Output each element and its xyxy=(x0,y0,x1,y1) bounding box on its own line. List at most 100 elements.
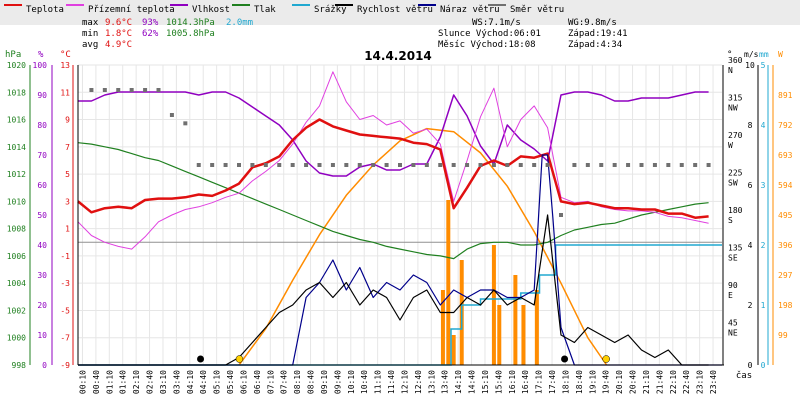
axis-percent-tick: 70 xyxy=(37,151,47,160)
x-tick-label: 00:40 xyxy=(92,370,101,394)
x-tick-label: 17:10 xyxy=(535,370,544,394)
wind-dir-point xyxy=(652,163,657,167)
axis-w-label: W xyxy=(778,50,783,59)
axis-mm-tick: 4 xyxy=(761,121,766,130)
axis-percent-tick: 100 xyxy=(33,61,48,70)
x-tick-label: 16:10 xyxy=(508,370,517,394)
axis-celsius-tick: -7 xyxy=(60,334,70,343)
info-sun: Slunce Východ:06:01 xyxy=(438,29,541,39)
info-moon: Měsíc Východ:18:08 xyxy=(438,40,536,50)
axis-compass-tick: N xyxy=(728,66,733,75)
axis-deg-tick: 90 xyxy=(728,281,738,290)
x-tick-label: 21:10 xyxy=(642,370,651,394)
axis-w-tick: 792 xyxy=(778,121,793,130)
rain-rate-bar xyxy=(521,305,526,365)
wind-dir-point xyxy=(706,163,711,167)
axis-percent-tick: 50 xyxy=(37,211,47,220)
axis-deg-tick: 270 xyxy=(728,131,743,140)
axis-percent-tick: 30 xyxy=(37,271,47,280)
wind-dir-point xyxy=(263,163,268,167)
axis-percent-tick: 20 xyxy=(37,301,47,310)
x-tick-label: 04:40 xyxy=(199,370,208,394)
wind-dir-point xyxy=(102,88,107,92)
legend-label: Teplota xyxy=(26,5,64,15)
series-pressure xyxy=(77,142,709,260)
axis-mm-tick: 0 xyxy=(761,361,766,370)
axis-deg-tick: 225 xyxy=(728,169,743,178)
axis-celsius-tick: 1 xyxy=(65,225,70,234)
wind-dir-point xyxy=(384,163,389,167)
wind-dir-point xyxy=(559,213,563,217)
wind-dir-point xyxy=(357,163,362,167)
stat-min-temp: 1.8°C xyxy=(105,29,132,39)
axis-ms-tick: 10 xyxy=(745,61,755,70)
axis-celsius-tick: -3 xyxy=(60,279,70,288)
wind-dir-point xyxy=(411,163,416,167)
wind-dir-point xyxy=(304,163,309,167)
rain-rate-bar xyxy=(513,275,518,365)
x-tick-label: 13:10 xyxy=(427,370,436,394)
axis-w-tick: 495 xyxy=(778,211,793,220)
wind-dir-point xyxy=(371,163,376,167)
x-tick-label: 23:10 xyxy=(696,370,705,394)
x-tick-label: 08:10 xyxy=(293,370,302,394)
x-tick-label: 00:10 xyxy=(78,370,87,394)
wind-dir-point xyxy=(210,163,215,167)
x-tick-label: 14:10 xyxy=(454,370,463,394)
axis-hpa-tick: 1020 xyxy=(7,61,26,70)
rain-rate-bar xyxy=(440,290,445,365)
x-tick-label: 05:10 xyxy=(213,370,222,394)
legend: Teplota Přízemní teplota Vlhkost Tlak Srážky… xyxy=(4,4,564,15)
x-tick-label: 13:40 xyxy=(441,370,450,394)
x-tick-label: 09:10 xyxy=(320,370,329,394)
axis-mm-label: mm xyxy=(759,50,769,59)
axis-percent-tick: 10 xyxy=(37,331,47,340)
axis-compass-tick: SW xyxy=(728,179,738,188)
wind-dir-point xyxy=(129,88,134,92)
x-tick-label: 22:40 xyxy=(682,370,691,394)
wind-dir-point xyxy=(156,88,161,92)
wind-dir-point xyxy=(330,163,335,167)
axis-compass-tick: S xyxy=(728,216,733,225)
wind-dir-point xyxy=(183,121,188,126)
wind-dir-point xyxy=(89,88,94,92)
legend-label: Vlhkost xyxy=(192,5,230,15)
axis-celsius-tick: 9 xyxy=(65,116,70,125)
axis-mm-tick: 3 xyxy=(761,181,766,190)
axis-hpa-tick: 1014 xyxy=(7,143,26,152)
axis-w-tick: 594 xyxy=(778,181,793,190)
axis-ms-tick: 6 xyxy=(748,181,753,190)
axis-celsius-tick: 5 xyxy=(65,170,70,179)
axis-percent-label: % xyxy=(38,50,44,60)
axis-deg-tick: 135 xyxy=(728,244,743,253)
axis-w-tick: 99 xyxy=(778,331,788,340)
wind-dir-point xyxy=(116,88,121,92)
x-tick-label: 14:40 xyxy=(468,370,477,394)
axis-ms-tick: 0 xyxy=(748,361,753,370)
axis-hpa-tick: 1000 xyxy=(7,334,26,343)
x-tick-label: 11:10 xyxy=(374,370,383,394)
axis-deg-tick: 360 xyxy=(728,56,743,65)
wind-dir-point xyxy=(666,163,671,167)
x-tick-label: 12:10 xyxy=(400,370,409,394)
rain-rate-bar xyxy=(534,290,539,365)
rain-rate-bar xyxy=(446,200,451,365)
x-tick-label: 16:40 xyxy=(521,370,530,394)
stat-max-temp: 9.6°C xyxy=(105,18,132,28)
info-wg: WG:9.8m/s xyxy=(568,18,617,28)
series-ground-temp xyxy=(77,71,709,250)
x-tick-label: 03:40 xyxy=(172,370,181,394)
wind-dir-point xyxy=(250,163,255,167)
x-tick-label: 07:40 xyxy=(280,370,289,394)
wind-dir-point xyxy=(169,113,174,117)
rain-rate-bar xyxy=(497,305,502,365)
legend-label: Přízemní teplota xyxy=(88,5,175,15)
stat-max-label: max xyxy=(82,18,99,28)
x-tick-label: 17:40 xyxy=(548,370,557,394)
axis-celsius-label: °C xyxy=(60,50,71,60)
x-tick-label: 18:40 xyxy=(575,370,584,394)
x-tick-label: 02:40 xyxy=(146,370,155,394)
axis-w-tick: 396 xyxy=(778,241,793,250)
wind-dir-point xyxy=(424,163,429,167)
